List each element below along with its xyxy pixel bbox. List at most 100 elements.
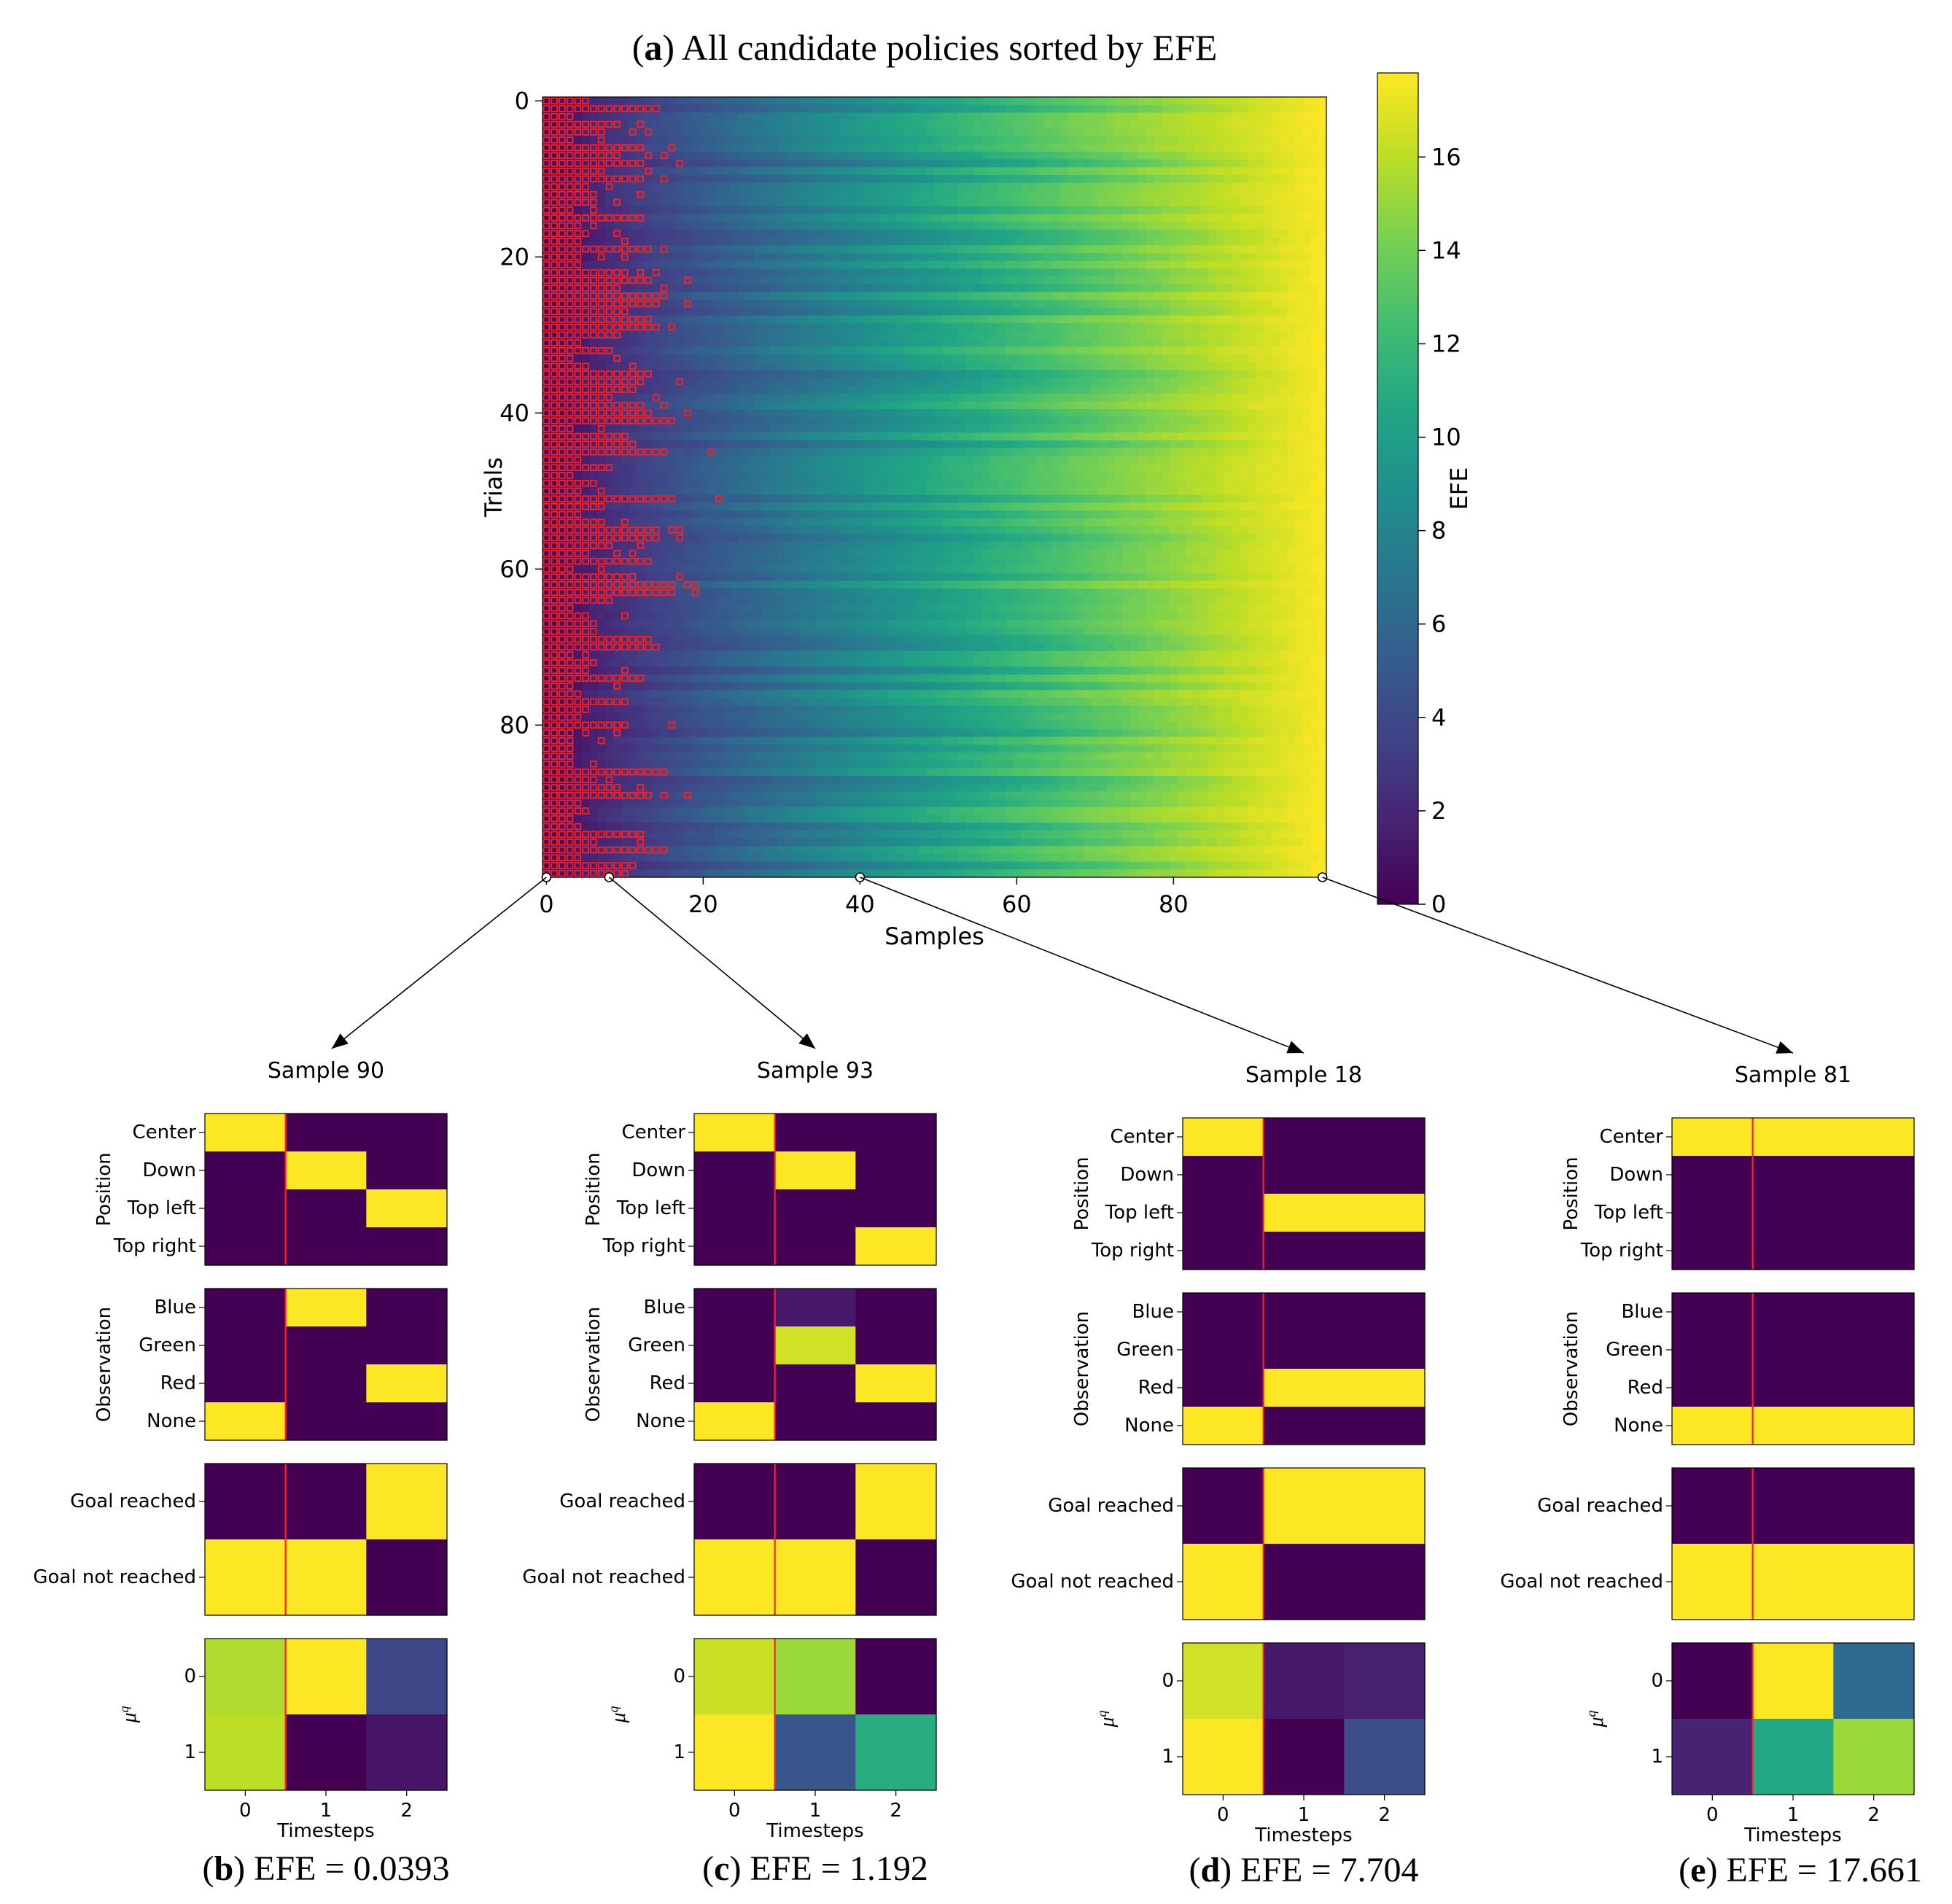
heatmap-cell: [1114, 456, 1124, 465]
heatmap-cell: [895, 385, 904, 395]
heatmap-cell: [1107, 214, 1116, 222]
heatmap-cell: [738, 175, 747, 184]
heatmap-cell: [1256, 284, 1264, 293]
heatmap-cell: [895, 104, 904, 113]
heatmap-cell: [895, 331, 904, 340]
heatmap-cell: [1013, 378, 1022, 386]
heatmap-cell: [629, 253, 637, 262]
heatmap-cell: [1201, 136, 1210, 144]
heatmap-cell: [723, 370, 731, 378]
heatmap-cell: [581, 253, 591, 262]
heatmap-cell: [1154, 222, 1162, 230]
heatmap-cell: [613, 416, 622, 425]
heatmap-cell: [926, 97, 936, 106]
heatmap-cell: [543, 206, 551, 215]
heatmap-cell: [683, 276, 692, 285]
heatmap-cell: [691, 206, 700, 215]
heatmap-cell: [1216, 456, 1225, 465]
heatmap-cell: [652, 300, 661, 308]
heatmap-cell: [1177, 104, 1186, 113]
heatmap-cell: [691, 276, 700, 285]
heatmap-cell: [1279, 112, 1288, 121]
heatmap-cell: [550, 346, 559, 355]
heatmap-cell: [699, 229, 708, 238]
heatmap-cell: [1036, 229, 1045, 238]
heatmap-cell: [1013, 268, 1022, 277]
heatmap-cell: [1318, 300, 1327, 308]
heatmap-cell: [809, 190, 817, 199]
heatmap-cell: [660, 323, 669, 332]
heatmap-cell: [644, 112, 653, 121]
heatmap-cell: [1059, 448, 1068, 456]
heatmap-cell: [589, 463, 598, 473]
heatmap-cell: [652, 222, 661, 230]
heatmap-cell: [637, 222, 645, 230]
heatmap-cell: [1091, 346, 1100, 355]
heatmap-cell: [1083, 175, 1092, 184]
heatmap-cell: [699, 159, 708, 168]
heatmap-cell: [887, 463, 896, 473]
heatmap-cell: [1013, 237, 1022, 246]
heatmap-cell: [887, 206, 896, 215]
heatmap-cell: [581, 323, 591, 332]
heatmap-cell: [911, 448, 919, 456]
heatmap-cell: [1295, 300, 1304, 308]
heatmap-cell: [691, 401, 700, 410]
heatmap-cell: [1162, 362, 1170, 371]
heatmap-cell: [668, 151, 677, 160]
heatmap-cell: [981, 378, 990, 386]
heatmap-cell: [926, 284, 936, 293]
heatmap-cell: [1224, 112, 1233, 121]
heatmap-cell: [613, 385, 622, 395]
heatmap-cell: [738, 144, 747, 152]
heatmap-cell: [973, 198, 982, 207]
heatmap-cell: [871, 120, 880, 129]
heatmap-cell: [863, 354, 873, 363]
heatmap-cell: [997, 323, 1006, 332]
heatmap-cell: [785, 198, 794, 207]
heatmap-cell: [1013, 471, 1022, 480]
heatmap-cell: [1091, 338, 1100, 347]
heatmap-cell: [1154, 307, 1162, 316]
heatmap-cell: [1036, 245, 1045, 254]
heatmap-cell: [675, 253, 685, 262]
heatmap-cell: [581, 136, 591, 144]
heatmap-cell: [1114, 378, 1124, 386]
heatmap-cell: [793, 463, 802, 473]
heatmap-cell: [1162, 456, 1170, 465]
heatmap-cell: [1216, 104, 1225, 113]
heatmap-cell: [597, 448, 606, 456]
heatmap-cell: [707, 260, 716, 269]
heatmap-cell: [1076, 463, 1084, 473]
heatmap-cell: [1068, 456, 1076, 465]
heatmap-cell: [825, 190, 833, 199]
heatmap-cell: [965, 128, 974, 137]
heatmap-cell: [1146, 385, 1155, 395]
heatmap-cell: [1122, 284, 1131, 293]
heatmap-cell: [769, 292, 779, 300]
heatmap-cell: [848, 315, 857, 324]
heatmap-cell: [1310, 440, 1319, 449]
heatmap-cell: [1138, 268, 1147, 277]
heatmap-cell: [723, 292, 731, 300]
heatmap-cell: [1130, 229, 1139, 238]
heatmap-cell: [1146, 151, 1155, 160]
heatmap-cell: [683, 401, 692, 410]
heatmap-cell: [903, 346, 911, 355]
heatmap-cell: [911, 276, 919, 285]
heatmap-cell: [668, 315, 677, 324]
heatmap-cell: [589, 416, 598, 425]
heatmap-cell: [1099, 401, 1108, 410]
heatmap-cell: [957, 182, 967, 191]
heatmap-cell: [1083, 440, 1092, 449]
heatmap-cell: [863, 300, 873, 308]
heatmap-cell: [950, 128, 959, 137]
heatmap-cell: [675, 245, 685, 254]
heatmap-cell: [832, 260, 841, 269]
heatmap-cell: [1302, 245, 1312, 254]
heatmap-cell: [973, 175, 982, 184]
heatmap-cell: [566, 214, 575, 222]
heatmap-cell: [1138, 151, 1147, 160]
heatmap-cell: [1107, 128, 1116, 137]
heatmap-cell: [832, 362, 841, 371]
